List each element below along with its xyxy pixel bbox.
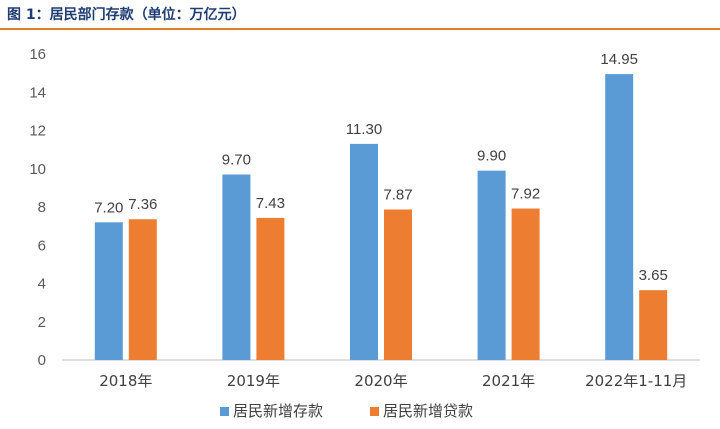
category-labels: 2018年 2019年 2020年 2021年 2022年1-11月	[99, 372, 687, 390]
data-label: 7.20	[94, 199, 123, 216]
legend-swatch	[370, 407, 379, 416]
title-divider	[0, 28, 720, 30]
bar-deposit	[222, 174, 251, 360]
data-label: 7.43	[256, 195, 285, 212]
y-tick-label: 2	[38, 314, 46, 331]
data-label: 7.92	[511, 186, 540, 203]
y-tick-label: 12	[29, 123, 46, 140]
y-tick-label: 8	[38, 199, 46, 216]
bar-loan	[256, 217, 285, 360]
data-label: 7.87	[383, 186, 412, 203]
bars	[94, 74, 668, 361]
y-tick-label: 4	[38, 276, 46, 293]
x-category-label: 2018年	[99, 372, 152, 390]
bar-deposit	[605, 74, 634, 361]
data-label: 9.90	[477, 148, 506, 165]
y-tick-label: 6	[38, 237, 46, 254]
legend-label: 居民新增存款	[233, 402, 323, 420]
bar-loan	[639, 290, 668, 360]
data-label: 9.70	[222, 151, 251, 168]
y-tick-label: 16	[29, 46, 46, 63]
chart-title: 图 1：居民部门存款（单位：万亿元）	[7, 7, 246, 23]
x-category-label: 2021年	[482, 372, 535, 390]
bar-loan	[511, 208, 540, 360]
data-label: 3.65	[639, 267, 668, 284]
data-label: 11.30	[346, 121, 382, 138]
y-tick-label: 0	[38, 352, 46, 369]
bar-deposit	[350, 143, 378, 360]
y-tick-label: 14	[29, 84, 46, 101]
bar-loan	[128, 219, 157, 360]
bar-deposit	[477, 170, 506, 360]
x-category-label: 2022年1-11月	[585, 372, 687, 390]
data-label: 14.95	[600, 51, 638, 68]
bar-deposit	[94, 222, 123, 360]
data-labels: 7.20 7.36 9.70 7.43 11.30 7.87 9.90 7.92 14.95 3.…	[94, 51, 668, 284]
bar-loan	[384, 209, 412, 360]
x-category-label: 2019年	[227, 372, 280, 390]
legend-label: 居民新增贷款	[383, 402, 473, 420]
y-tick-label: 10	[29, 161, 46, 178]
y-axis-ticks: 0 2 4 6 8 10 12 14 16	[29, 46, 46, 369]
data-label: 7.36	[128, 196, 157, 213]
legend: 居民新增存款 居民新增贷款	[220, 402, 473, 420]
legend-swatch	[220, 407, 229, 416]
x-category-label: 2020年	[354, 372, 407, 390]
